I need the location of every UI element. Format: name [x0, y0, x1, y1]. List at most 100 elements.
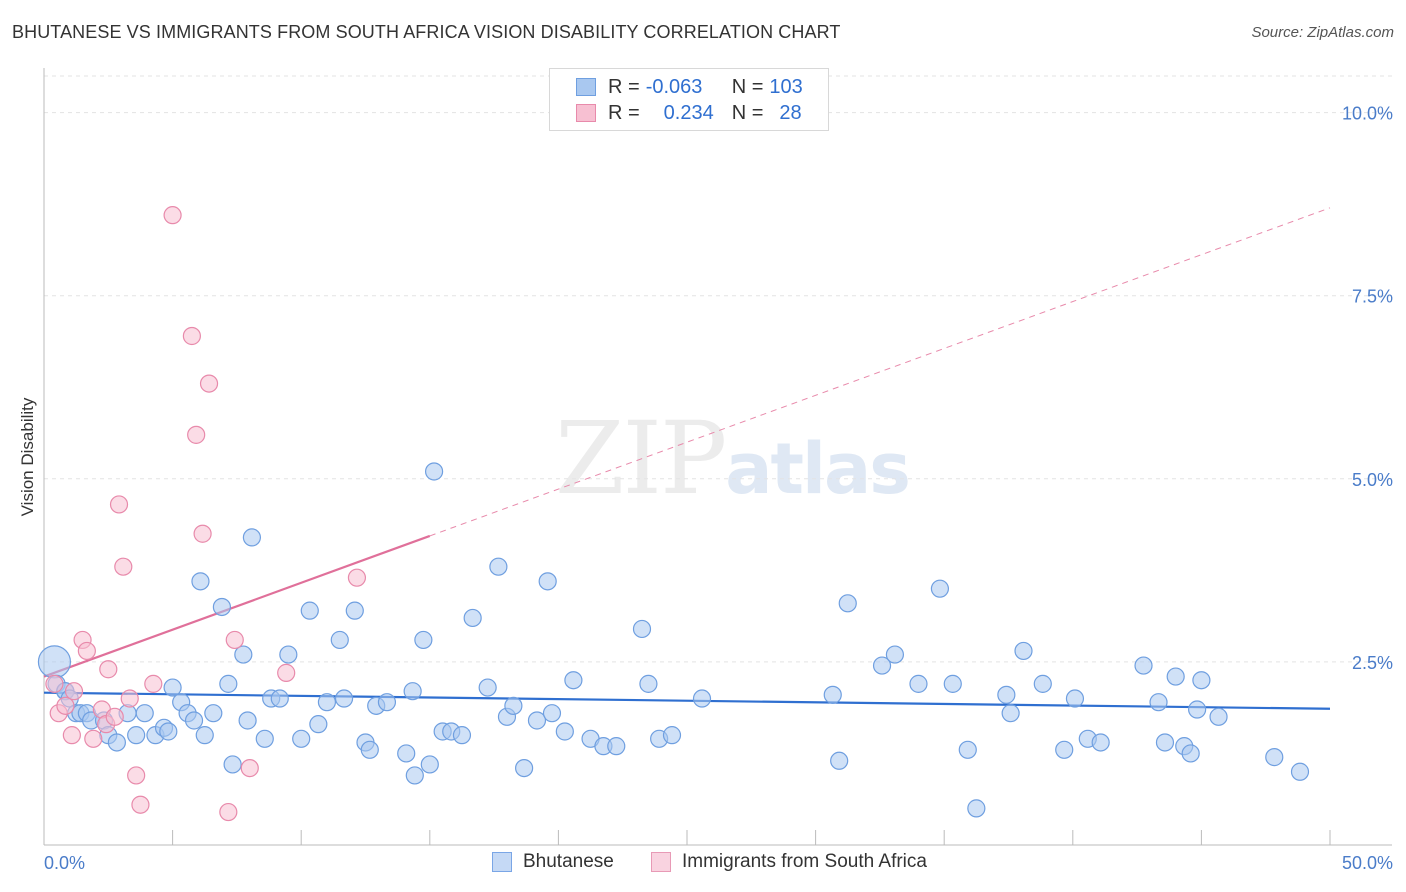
legend-n-value: 28	[779, 101, 802, 124]
point-bhutanese	[830, 751, 849, 770]
point-immigrants	[131, 795, 150, 814]
point-bhutanese	[463, 608, 482, 628]
point-bhutanese	[943, 674, 962, 693]
watermark: ZIPatlas	[555, 400, 911, 517]
legend-n-value: 103	[769, 75, 803, 98]
point-bhutanese	[958, 740, 977, 759]
point-bhutanese	[424, 462, 444, 481]
point-bhutanese	[135, 704, 154, 723]
point-immigrants	[219, 802, 238, 822]
point-bhutanese	[538, 572, 557, 591]
point-bhutanese	[555, 722, 574, 741]
point-bhutanese	[692, 689, 712, 708]
point-bhutanese	[542, 704, 562, 723]
trend-line-bhutanese	[43, 691, 1331, 710]
point-bhutanese	[377, 693, 397, 712]
point-immigrants	[187, 425, 206, 444]
point-bhutanese	[504, 696, 523, 715]
point-immigrants	[84, 729, 103, 748]
point-bhutanese	[1188, 700, 1207, 719]
point-bhutanese	[1134, 656, 1153, 675]
point-immigrants	[105, 707, 124, 726]
point-bhutanese	[334, 689, 354, 708]
point-immigrants	[225, 630, 244, 650]
point-bhutanese	[1181, 744, 1200, 763]
point-bhutanese	[279, 645, 298, 664]
point-bhutanese	[489, 557, 508, 576]
point-bhutanese	[564, 671, 583, 690]
data-points	[37, 206, 1310, 822]
legend-swatch-bhutanese	[492, 852, 512, 872]
point-bhutanese	[219, 674, 238, 693]
point-bhutanese	[159, 722, 178, 741]
legend-swatch-immigrants	[651, 852, 671, 872]
legend-r-value: -0.063	[645, 75, 703, 98]
trend-lines	[43, 207, 1331, 710]
point-bhutanese	[515, 758, 534, 778]
point-bhutanese	[420, 755, 439, 774]
point-bhutanese	[330, 630, 349, 650]
point-immigrants	[99, 660, 118, 679]
y-tick-label: 2.5%	[1352, 653, 1393, 673]
correlation-legend: R = -0.063 N = 103 R = 0.234 N = 28	[549, 68, 829, 131]
legend-r-value: 0.234	[663, 101, 714, 124]
point-bhutanese	[527, 711, 547, 730]
point-bhutanese	[872, 656, 892, 675]
legend-swatch-bhutanese	[576, 78, 596, 96]
trend-line-immigrants	[43, 534, 431, 678]
trend-line-immigrants-extension	[429, 207, 1331, 537]
x-tick-label: 0.0%	[44, 853, 85, 873]
point-immigrants	[62, 726, 81, 745]
point-bhutanese	[1209, 707, 1228, 726]
point-bhutanese	[1149, 693, 1168, 712]
point-bhutanese	[212, 597, 231, 617]
point-immigrants	[109, 495, 129, 514]
point-bhutanese	[1055, 740, 1074, 759]
point-bhutanese	[639, 674, 658, 693]
point-bhutanese	[309, 715, 328, 734]
point-bhutanese	[300, 601, 319, 620]
point-bhutanese	[204, 704, 223, 723]
grid-lines	[44, 75, 1392, 663]
legend-item-bhutanese[interactable]: Bhutanese	[492, 851, 614, 873]
legend-swatch-immigrants	[576, 104, 596, 122]
point-bhutanese	[345, 601, 364, 620]
point-bhutanese	[1001, 704, 1020, 723]
point-bhutanese	[1290, 762, 1310, 781]
point-bhutanese	[414, 630, 433, 650]
legend-item-immigrants[interactable]: Immigrants from South Africa	[651, 851, 927, 873]
point-bhutanese	[403, 682, 422, 701]
point-bhutanese	[184, 711, 204, 730]
point-bhutanese	[1014, 641, 1033, 661]
point-immigrants	[64, 682, 84, 701]
point-immigrants	[127, 766, 146, 785]
legend-row-immigrants: R = 0.234 N = 28	[576, 100, 802, 126]
point-immigrants	[199, 374, 219, 393]
point-bhutanese	[632, 619, 652, 639]
y-tick-label: 5.0%	[1352, 470, 1393, 490]
point-immigrants	[277, 663, 296, 682]
y-tick-label: 7.5%	[1352, 287, 1393, 307]
point-bhutanese	[397, 744, 416, 763]
point-bhutanese	[1033, 674, 1052, 693]
tick-labels: 2.5% 5.0% 7.5% 10.0% 0.0% 50.0% Vision Disabil…	[18, 104, 1393, 873]
point-immigrants	[240, 758, 259, 778]
legend-r-label: R =	[608, 101, 640, 124]
point-immigrants	[144, 674, 163, 693]
point-bhutanese	[163, 678, 182, 697]
legend-r-label: R =	[608, 75, 640, 98]
legend-n-label: N =	[731, 101, 764, 124]
point-bhutanese	[997, 685, 1016, 704]
point-bhutanese	[1091, 733, 1110, 752]
point-immigrants	[114, 557, 133, 576]
point-immigrants	[182, 326, 201, 346]
point-bhutanese	[967, 799, 986, 818]
point-bhutanese	[607, 737, 626, 756]
point-bhutanese	[292, 729, 311, 748]
point-bhutanese	[360, 740, 379, 759]
point-immigrants	[120, 689, 139, 708]
y-tick-label: 10.0%	[1342, 104, 1393, 124]
point-bhutanese	[1166, 667, 1185, 686]
point-bhutanese	[662, 726, 682, 745]
point-bhutanese	[478, 678, 497, 697]
